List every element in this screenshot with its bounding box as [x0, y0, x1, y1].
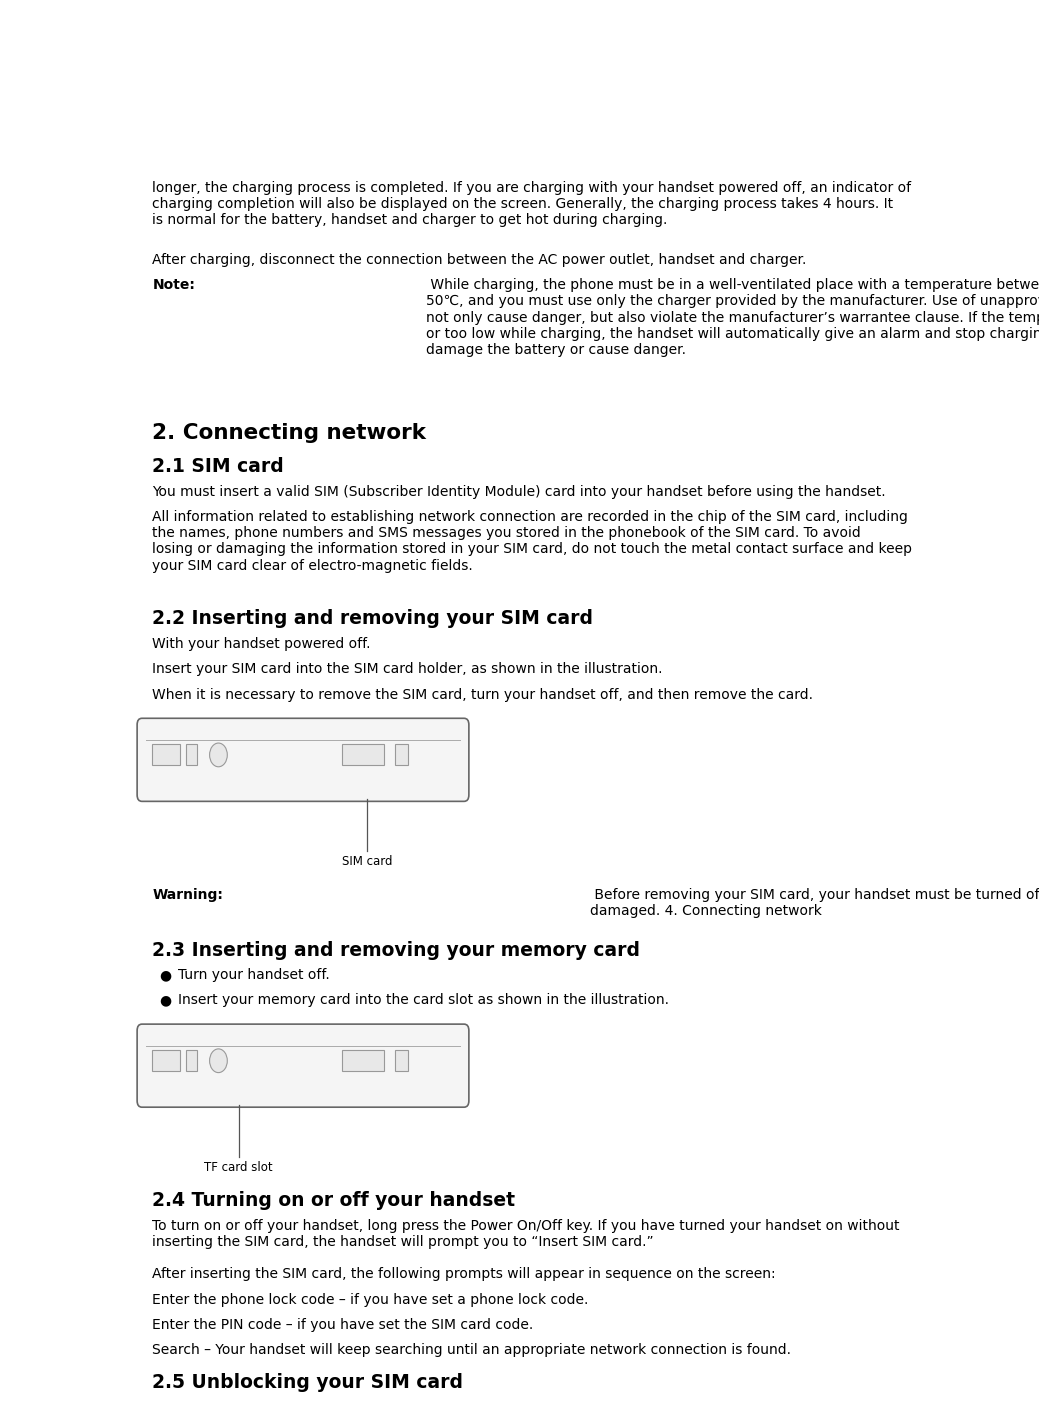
Text: Insert your SIM card into the SIM card holder, as shown in the illustration.: Insert your SIM card into the SIM card h…: [153, 663, 663, 677]
FancyBboxPatch shape: [137, 1024, 469, 1107]
Text: After inserting the SIM card, the following prompts will appear in sequence on t: After inserting the SIM card, the follow…: [153, 1268, 776, 1282]
Text: Note:: Note:: [153, 279, 195, 293]
Text: When it is necessary to remove the SIM card, turn your handset off, and then rem: When it is necessary to remove the SIM c…: [153, 688, 814, 702]
Text: After charging, disconnect the connection between the AC power outlet, handset a: After charging, disconnect the connectio…: [153, 252, 807, 266]
FancyBboxPatch shape: [137, 719, 469, 801]
Text: Warning:: Warning:: [153, 888, 223, 902]
Text: Turn your handset off.: Turn your handset off.: [179, 968, 330, 982]
Text: ●: ●: [159, 993, 171, 1007]
Text: 2.4 Turning on or off your handset: 2.4 Turning on or off your handset: [153, 1191, 515, 1210]
Bar: [342, 744, 383, 765]
Text: To turn on or off your handset, long press the Power On/Off key. If you have tur: To turn on or off your handset, long pre…: [153, 1219, 900, 1250]
Text: 2. Connecting network: 2. Connecting network: [153, 423, 426, 443]
Bar: [342, 1051, 383, 1072]
Text: With your handset powered off.: With your handset powered off.: [153, 637, 371, 651]
Text: SIM card: SIM card: [342, 855, 393, 869]
Text: 2.1 SIM card: 2.1 SIM card: [153, 457, 285, 476]
Bar: [152, 744, 180, 765]
Text: 2.2 Inserting and removing your SIM card: 2.2 Inserting and removing your SIM card: [153, 609, 593, 628]
Text: TF card slot: TF card slot: [205, 1161, 273, 1174]
Bar: [395, 1051, 407, 1072]
Text: All information related to establishing network connection are recorded in the c: All information related to establishing …: [153, 510, 912, 573]
Circle shape: [210, 1049, 228, 1073]
Text: ●: ●: [159, 968, 171, 982]
Bar: [395, 744, 407, 765]
Text: Insert your memory card into the card slot as shown in the illustration.: Insert your memory card into the card sl…: [179, 993, 669, 1007]
Text: 2.3 Inserting and removing your memory card: 2.3 Inserting and removing your memory c…: [153, 940, 640, 960]
Bar: [186, 1051, 196, 1072]
Bar: [152, 1051, 180, 1072]
Text: Enter the phone lock code – if you have set a phone lock code.: Enter the phone lock code – if you have …: [153, 1293, 589, 1307]
Text: You must insert a valid SIM (Subscriber Identity Module) card into your handset : You must insert a valid SIM (Subscriber …: [153, 485, 886, 499]
Text: Before removing your SIM card, your handset must be turned off, or your SIM card: Before removing your SIM card, your hand…: [590, 888, 1039, 918]
Text: Enter the PIN code – if you have set the SIM card code.: Enter the PIN code – if you have set the…: [153, 1318, 534, 1332]
Text: While charging, the phone must be in a well-ventilated place with a temperature : While charging, the phone must be in a w…: [426, 279, 1039, 357]
Text: Search – Your handset will keep searching until an appropriate network connectio: Search – Your handset will keep searchin…: [153, 1344, 792, 1358]
Bar: [186, 744, 196, 765]
Text: longer, the charging process is completed. If you are charging with your handset: longer, the charging process is complete…: [153, 181, 911, 227]
Text: 2.5 Unblocking your SIM card: 2.5 Unblocking your SIM card: [153, 1373, 463, 1393]
Circle shape: [210, 743, 228, 766]
